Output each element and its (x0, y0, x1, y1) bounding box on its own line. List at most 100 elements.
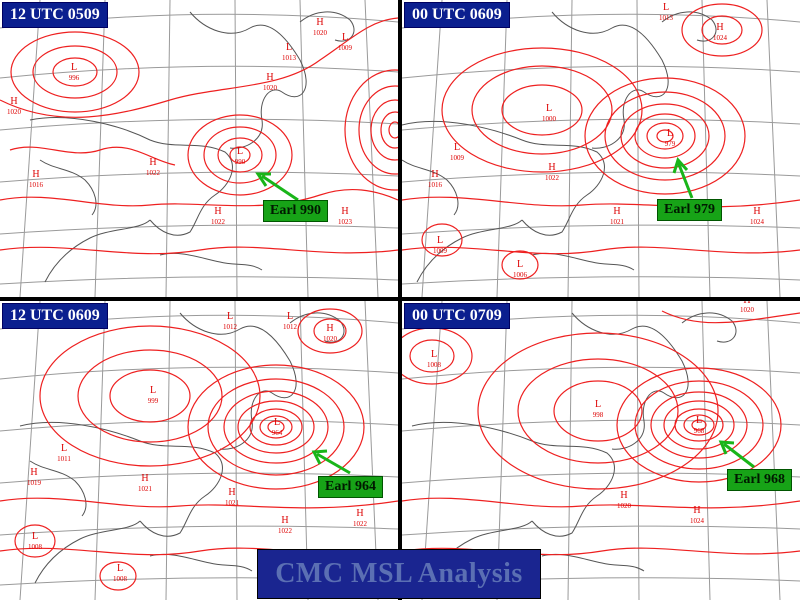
svg-text:1019: 1019 (27, 479, 42, 487)
svg-text:1021: 1021 (225, 499, 240, 507)
svg-text:L: L (517, 259, 523, 270)
time-label: 12 UTC 0609 (2, 303, 108, 329)
svg-text:1008: 1008 (113, 575, 128, 583)
vertical-divider (398, 0, 402, 600)
svg-text:L: L (437, 235, 443, 246)
svg-text:H: H (10, 96, 17, 107)
svg-text:1013: 1013 (659, 14, 674, 22)
svg-text:L: L (286, 42, 292, 53)
svg-text:H: H (32, 169, 39, 180)
svg-text:H: H (141, 473, 148, 484)
svg-text:1023: 1023 (338, 218, 353, 226)
svg-text:1022: 1022 (353, 520, 368, 528)
svg-text:H: H (326, 323, 333, 334)
svg-text:L: L (274, 417, 280, 428)
storm-arrow (672, 157, 694, 199)
svg-text:1024: 1024 (690, 517, 705, 525)
svg-text:H: H (228, 487, 235, 498)
svg-text:1024: 1024 (713, 34, 728, 42)
coastlines (19, 312, 345, 584)
svg-text:990: 990 (235, 158, 246, 166)
svg-text:1020: 1020 (323, 335, 338, 343)
svg-text:L: L (71, 62, 77, 73)
storm-callout: Earl 968 (727, 469, 792, 491)
svg-text:H: H (753, 206, 760, 217)
isobars (0, 17, 398, 255)
svg-text:1020: 1020 (7, 108, 22, 116)
svg-text:1000: 1000 (542, 115, 557, 123)
svg-text:L: L (117, 563, 123, 574)
svg-text:1009: 1009 (433, 247, 448, 255)
time-label: 00 UTC 0609 (404, 2, 510, 28)
svg-text:H: H (356, 508, 363, 519)
svg-text:L: L (595, 399, 601, 410)
svg-text:1016: 1016 (29, 181, 44, 189)
svg-text:1011: 1011 (57, 455, 71, 463)
svg-text:968: 968 (694, 427, 705, 435)
svg-text:1009: 1009 (338, 44, 353, 52)
svg-text:1021: 1021 (610, 218, 625, 226)
svg-text:L: L (32, 531, 38, 542)
svg-text:L: L (227, 311, 233, 322)
figure-title: CMC MSL Analysis (257, 549, 541, 599)
isobars (402, 310, 800, 556)
svg-text:H: H (693, 505, 700, 516)
storm-callout: Earl 979 (657, 199, 722, 221)
svg-text:1020: 1020 (617, 502, 632, 510)
svg-text:1012: 1012 (223, 323, 238, 331)
storm-arrow (255, 172, 299, 202)
svg-text:H: H (266, 72, 273, 83)
svg-text:L: L (696, 415, 702, 426)
svg-text:H: H (548, 162, 555, 173)
svg-text:H: H (281, 515, 288, 526)
svg-text:H: H (620, 490, 627, 501)
svg-text:H: H (341, 206, 348, 217)
svg-text:L: L (454, 142, 460, 153)
svg-text:1009: 1009 (450, 154, 465, 162)
svg-text:H: H (316, 17, 323, 28)
svg-text:L: L (150, 385, 156, 396)
svg-text:1022: 1022 (146, 169, 161, 177)
svg-text:1022: 1022 (211, 218, 226, 226)
svg-text:L: L (61, 443, 67, 454)
svg-text:1021: 1021 (138, 485, 153, 493)
svg-text:H: H (431, 169, 438, 180)
svg-text:L: L (431, 349, 437, 360)
svg-text:H: H (716, 22, 723, 33)
svg-text:H: H (214, 206, 221, 217)
svg-text:H: H (613, 206, 620, 217)
svg-text:1022: 1022 (278, 527, 293, 535)
svg-text:L: L (663, 2, 669, 13)
svg-text:1013: 1013 (282, 54, 297, 62)
